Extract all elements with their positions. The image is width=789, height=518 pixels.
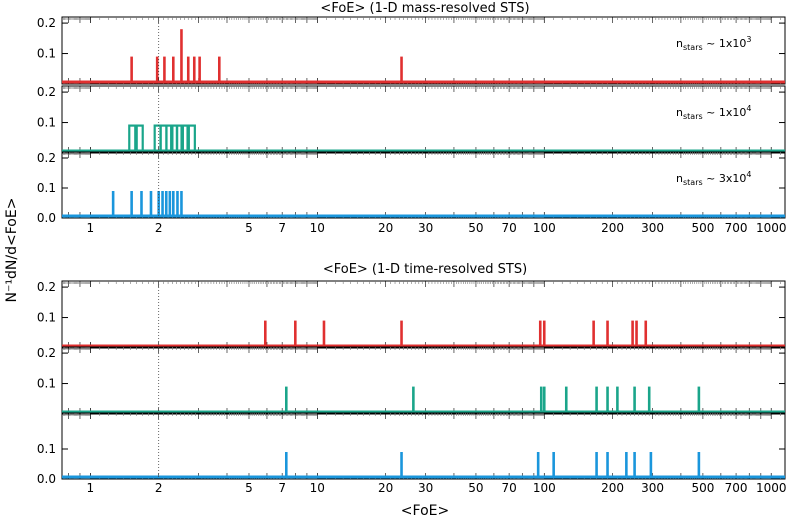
x-tick-label: 100: [533, 481, 556, 495]
x-tick-label: 10: [310, 221, 325, 235]
panel-frame: [61, 346, 786, 415]
x-tick-label: 500: [691, 481, 714, 495]
y-axis-label: N⁻¹dN/d<FoE>: [4, 198, 20, 303]
bar: [180, 124, 189, 153]
chart-title-mass-resolved: <FoE> (1-D mass-resolved STS): [320, 1, 529, 16]
x-axis-label: <FoE>: [401, 503, 449, 518]
x-tick-label: 300: [641, 481, 664, 495]
x-tick-label: 200: [601, 221, 624, 235]
x-tick-label: 10: [310, 481, 325, 495]
chart-title-time-resolved: <FoE> (1-D time-resolved STS): [323, 262, 527, 277]
annotation-nstars: nstars ~ 3x104: [676, 170, 751, 187]
panel-green: 0.1 0.2: [37, 346, 786, 415]
panel-frame: [61, 280, 786, 349]
bar: [187, 124, 196, 153]
x-tick-label: 5: [245, 221, 253, 235]
annotation-nstars: nstars ~ 1x104: [676, 104, 751, 121]
x-tick-label: 7: [278, 481, 286, 495]
x-tick-label: 7: [278, 221, 286, 235]
bar: [128, 124, 137, 153]
y-tick-label: 0.2: [37, 346, 56, 360]
bar: [135, 124, 144, 153]
y-tick-label: 0.1: [37, 181, 56, 195]
x-tick-label: 20: [378, 221, 393, 235]
x-tick-label: 700: [725, 481, 748, 495]
y-tick-label: 0.1: [37, 311, 56, 325]
y-tick-label: 0.1: [37, 442, 56, 456]
bar: [165, 124, 174, 153]
panel-blue: 0.0 0.1 0.2 nstars ~ 3x104: [37, 151, 786, 225]
x-tick-label: 1: [87, 481, 95, 495]
panel-green: 0.1 0.2 nstars ~ 1x104: [37, 85, 786, 154]
x-tick-label: 500: [691, 221, 714, 235]
x-tick-label: 5: [245, 481, 253, 495]
panel-frame: [61, 16, 786, 85]
y-tick-label: 0.1: [37, 377, 56, 391]
x-tick-label: 50: [468, 481, 483, 495]
x-tick-label: 30: [418, 481, 433, 495]
y-tick-label: 0.2: [37, 151, 56, 165]
annotation-nstars: nstars ~ 1x103: [676, 35, 751, 52]
y-tick-label: 0.0: [37, 211, 56, 225]
x-tick-label: 1000: [756, 221, 787, 235]
x-tick-label: 20: [378, 481, 393, 495]
x-tick-label: 2: [155, 481, 163, 495]
y-tick-label: 0.2: [37, 85, 56, 99]
plot-area: 0.1 0.2 nstars ~ 1x103 0.1 0.2 nstars ~ 1x104…: [37, 16, 787, 495]
y-tick-label: 0.1: [37, 47, 56, 61]
panel-blue: 0.0 0.1: [37, 412, 786, 486]
x-tick-label: 50: [468, 221, 483, 235]
chart-group-1: 0.1 0.2 0.1 0.2 0.0 0.1 1 2 5 7 10 20 30 50 70 100 200 30…: [37, 280, 787, 495]
x-tick-label: 1: [87, 221, 95, 235]
panel-red: 0.1 0.2 nstars ~ 1x103: [37, 16, 786, 85]
chart-group-0: 0.1 0.2 nstars ~ 1x103 0.1 0.2 nstars ~ 1x104…: [37, 16, 787, 235]
panel-red: 0.1 0.2: [37, 280, 786, 349]
y-tick-label: 0.1: [37, 116, 56, 130]
x-tick-label: 300: [641, 221, 664, 235]
panel-frame: [61, 412, 786, 480]
x-tick-label: 70: [501, 481, 516, 495]
y-tick-label: 0.2: [37, 16, 56, 30]
y-tick-label: 0.2: [37, 280, 56, 294]
bar: [175, 124, 184, 153]
x-tick-label: 100: [533, 221, 556, 235]
x-tick-label: 2: [155, 221, 163, 235]
x-tick-label: 700: [725, 221, 748, 235]
y-tick-label: 0.0: [37, 472, 56, 486]
panel-frame: [61, 151, 786, 219]
x-tick-label: 70: [501, 221, 516, 235]
x-tick-label: 1000: [756, 481, 787, 495]
x-tick-label: 200: [601, 481, 624, 495]
panel-frame: [61, 85, 786, 154]
x-tick-label: 30: [418, 221, 433, 235]
